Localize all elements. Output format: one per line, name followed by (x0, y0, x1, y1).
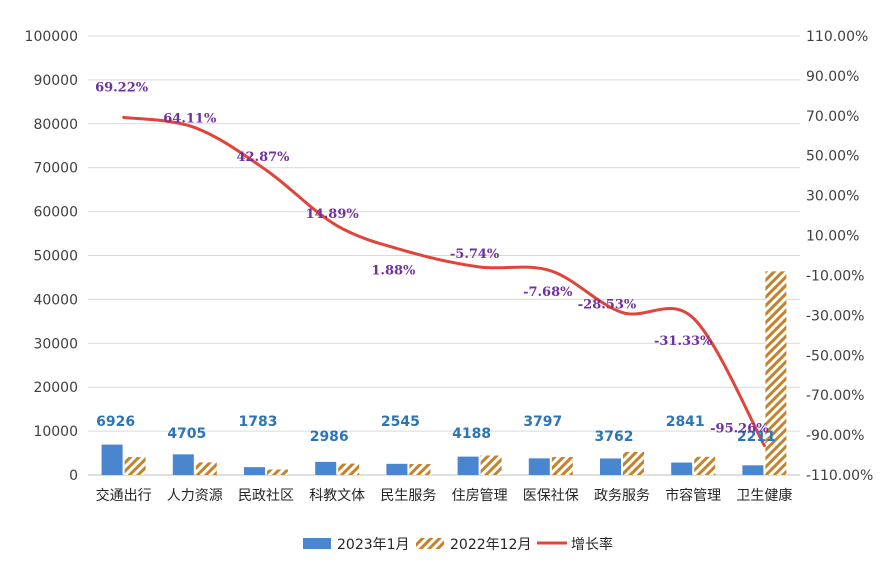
legend-swatch-2022-dec (416, 538, 444, 549)
category-label: 人力资源 (167, 488, 223, 504)
left-tick-label: 30000 (33, 336, 78, 352)
left-tick-label: 20000 (33, 380, 78, 396)
category-label: 政务服务 (594, 488, 650, 504)
growth-label: 69.22% (95, 80, 149, 95)
growth-label: 64.11% (163, 112, 217, 127)
bar-2023-jan (600, 458, 621, 475)
growth-label: 14.89% (306, 207, 360, 222)
bar-2022-dec (195, 462, 217, 475)
growth-line (122, 115, 766, 448)
legend-label-growth: 增长率 (571, 536, 613, 553)
left-tick-label: 0 (69, 468, 78, 484)
legend: 2023年1月 2022年12月 增长率 (303, 536, 613, 553)
value-label-2023-jan: 4188 (452, 426, 491, 442)
bar-2023-jan (101, 444, 123, 475)
left-tick-label: 10000 (33, 424, 78, 440)
value-label-2023-jan: 6926 (96, 414, 135, 430)
bar-2023-jan (457, 456, 479, 475)
growth-label: -31.33% (654, 334, 713, 349)
data-labels: 6926 4705 1783 2986 2545 4188 3797 3762 2841 2211… (95, 80, 776, 445)
bar-2023-jan (315, 461, 337, 475)
category-label: 住房管理 (452, 488, 508, 504)
bar-2023-jan (671, 462, 693, 475)
category-label: 民政社区 (238, 488, 294, 504)
bar-2022-dec (551, 456, 573, 475)
bar-2023-jan (742, 465, 764, 475)
bar-2022-dec (338, 463, 360, 475)
bar-2022-dec (623, 451, 644, 475)
value-label-2023-jan: 2986 (310, 429, 349, 445)
right-tick-label: -50.00% (806, 348, 864, 364)
left-tick-label: 80000 (33, 117, 78, 133)
growth-label: -7.68% (523, 285, 573, 300)
value-label-2023-jan: 2545 (381, 414, 420, 430)
bar-2023-jan (386, 463, 408, 475)
right-tick-label: 10.00% (806, 229, 859, 245)
right-tick-label: 70.00% (806, 109, 859, 125)
category-label: 市容管理 (665, 487, 721, 504)
right-tick-label: 90.00% (806, 69, 859, 85)
category-labels: 交通出行 人力资源 民政社区 科教文体 民生服务 住房管理 医保社保 政务服务 市容管理 卫生健康 (96, 487, 793, 504)
legend-swatch-2023-jan (303, 538, 331, 549)
right-tick-label: -90.00% (806, 428, 864, 444)
bars (101, 271, 787, 475)
gridlines (88, 35, 800, 476)
category-label: 医保社保 (523, 488, 579, 504)
category-label: 卫生健康 (736, 487, 792, 504)
left-tick-label: 90000 (33, 73, 78, 89)
value-label-2023-jan: 3797 (523, 414, 562, 430)
growth-line-path (122, 115, 766, 448)
growth-label: -5.74% (450, 247, 500, 262)
bar-2022-dec (480, 455, 502, 475)
growth-label: -28.53% (578, 297, 637, 312)
right-tick-label: -10.00% (806, 268, 864, 284)
value-label-2023-jan: 3762 (595, 429, 634, 445)
growth-label: 1.88% (371, 264, 416, 279)
bar-2023-jan (528, 458, 550, 475)
bar-2022-dec (694, 456, 716, 475)
left-tick-label: 100000 (25, 29, 78, 45)
bar-2022-dec (124, 457, 146, 475)
growth-label: 42.87% (236, 150, 290, 165)
value-label-2023-jan: 4705 (167, 426, 206, 442)
left-tick-label: 70000 (33, 161, 78, 177)
growth-label: -95.26% (710, 422, 769, 437)
right-tick-label: -110.00% (806, 468, 873, 484)
category-label: 科教文体 (309, 488, 365, 504)
bar-2022-dec (765, 271, 787, 475)
right-tick-label: 50.00% (806, 149, 859, 165)
legend-label-2022-dec: 2022年12月 (450, 537, 531, 553)
bar-2022-dec (409, 464, 431, 475)
value-label-2023-jan: 1783 (239, 414, 278, 430)
value-label-2023-jan: 2841 (666, 414, 705, 430)
right-tick-label: 30.00% (806, 189, 859, 205)
left-axis-ticks: 0 10000 20000 30000 40000 50000 60000 70000 8000… (25, 29, 78, 484)
value-label-2023-jan: 2211 (737, 429, 776, 445)
left-tick-label: 60000 (33, 205, 78, 221)
right-tick-label: -30.00% (806, 308, 864, 324)
left-tick-label: 40000 (33, 292, 78, 308)
bar-2023-jan (172, 454, 194, 475)
left-tick-label: 50000 (33, 249, 78, 265)
category-label: 交通出行 (96, 487, 152, 504)
bar-2023-jan (244, 467, 265, 475)
category-label: 民生服务 (380, 488, 436, 504)
bar-2022-dec (267, 469, 288, 475)
right-tick-label: -70.00% (806, 388, 864, 404)
right-tick-label: 110.00% (806, 29, 868, 45)
legend-label-2023-jan: 2023年1月 (337, 537, 410, 553)
right-axis-ticks: -110.00% -90.00% -70.00% -50.00% -30.00% -10.… (806, 29, 873, 484)
